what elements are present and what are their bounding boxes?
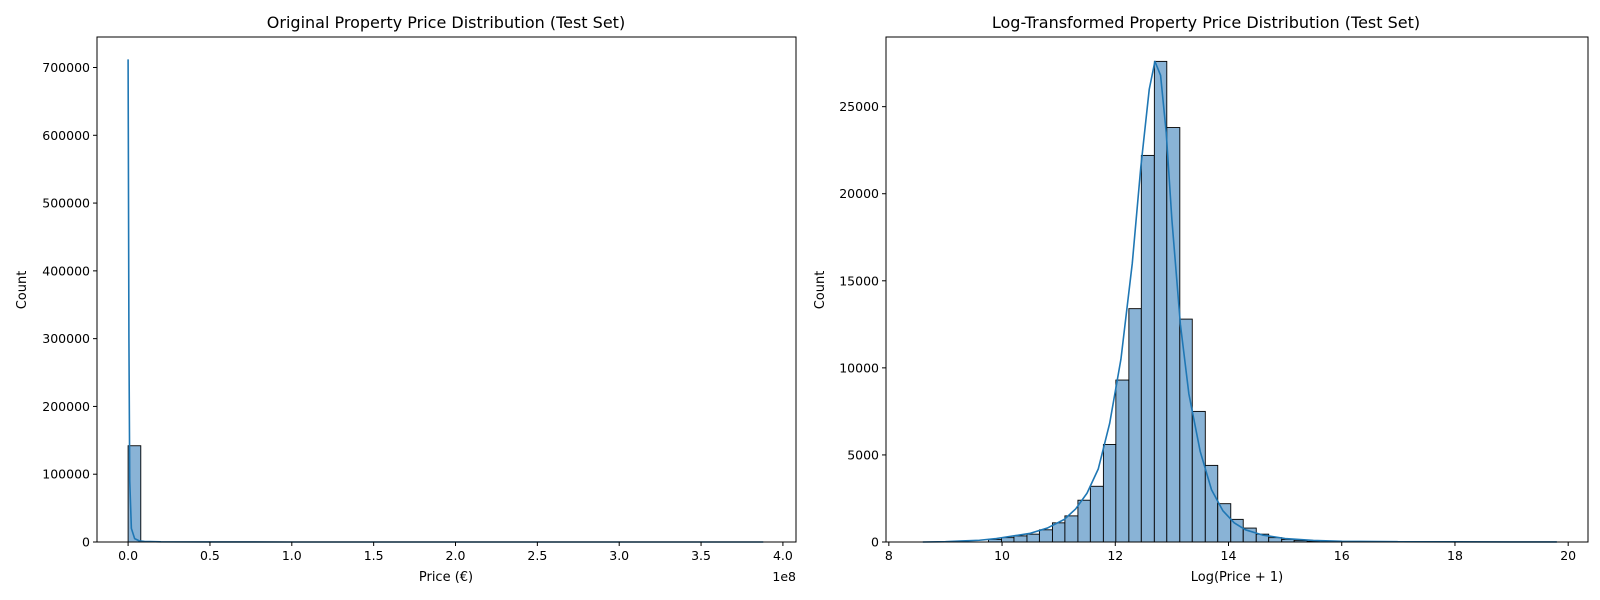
histogram-bar-7 xyxy=(1077,499,1091,543)
x-tick-label: 8 xyxy=(885,548,893,563)
histogram-bar-1 xyxy=(1001,537,1015,543)
y-tick-label: 100000 xyxy=(42,467,90,482)
y-tick-label: 10000 xyxy=(839,360,879,375)
x-tick-label: 10 xyxy=(994,548,1010,563)
x-tick-label: 16 xyxy=(1334,548,1350,563)
chart-log-price: Log-Transformed Property Price Distribut… xyxy=(813,13,1589,585)
histogram-bar-19 xyxy=(1230,518,1244,543)
histogram-bar-5 xyxy=(1051,522,1066,543)
x-tick-label: 2.5 xyxy=(527,548,547,563)
histogram-bar-3 xyxy=(1026,533,1040,543)
y-tick-label: 700000 xyxy=(42,60,90,75)
x-tick-label: 18 xyxy=(1447,548,1463,563)
y-tick-label: 25000 xyxy=(839,99,879,114)
plot-area xyxy=(922,60,1557,543)
axes-frame xyxy=(96,36,797,543)
y-axis-ticks: 0 5000 10000 15000 20000 25000 xyxy=(839,99,886,550)
histogram-bar-11 xyxy=(1128,308,1142,543)
histogram-bar-2 xyxy=(1013,535,1028,543)
x-tick-label: 14 xyxy=(1221,548,1237,563)
x-tick-label: 0.0 xyxy=(118,548,138,563)
histogram-bar-12 xyxy=(1140,154,1155,543)
y-tick-label: 300000 xyxy=(42,331,90,346)
plot-area xyxy=(127,59,764,543)
x-axis-label: Price (€) xyxy=(419,570,473,585)
x-tick-label: 3.5 xyxy=(691,548,711,563)
y-tick-label: 400000 xyxy=(42,263,90,278)
histogram-bar-16 xyxy=(1191,410,1206,543)
chart-title: Log-Transformed Property Price Distribut… xyxy=(992,13,1420,32)
chart-original-price: Original Property Price Distribution (Te… xyxy=(15,13,797,585)
histogram-bar-18 xyxy=(1217,503,1232,543)
x-axis-ticks: 8 10 12 14 16 18 20 xyxy=(885,542,1576,563)
chart-title: Original Property Price Distribution (Te… xyxy=(267,13,625,32)
y-tick-label: 20000 xyxy=(839,186,879,201)
y-tick-label: 600000 xyxy=(42,128,90,143)
kde-curve xyxy=(922,60,1557,543)
y-tick-label: 200000 xyxy=(42,399,90,414)
y-tick-label: 15000 xyxy=(839,273,879,288)
y-tick-label: 0 xyxy=(82,535,90,550)
y-tick-label: 500000 xyxy=(42,196,90,211)
y-tick-label: 5000 xyxy=(847,447,879,462)
histogram-bar-10 xyxy=(1115,379,1130,543)
y-axis-label: Count xyxy=(813,271,828,310)
histogram-bar-14 xyxy=(1166,127,1181,543)
x-tick-label: 2.0 xyxy=(446,548,466,563)
x-tick-label: 20 xyxy=(1560,548,1576,563)
histogram-bar-4 xyxy=(1038,529,1053,543)
histogram-bar-8 xyxy=(1089,485,1104,543)
x-axis-offset-label: 1e8 xyxy=(772,569,796,584)
x-tick-label: 1.5 xyxy=(364,548,384,563)
kde-curve xyxy=(127,59,764,543)
x-tick-label: 4.0 xyxy=(773,548,793,563)
histogram-bar-6 xyxy=(1064,515,1079,543)
y-tick-label: 0 xyxy=(871,535,879,550)
histogram-bar-13 xyxy=(1153,60,1168,543)
y-axis-label: Count xyxy=(15,271,30,310)
x-tick-label: 0.5 xyxy=(200,548,220,563)
histogram-bar-9 xyxy=(1102,444,1117,543)
x-tick-label: 3.0 xyxy=(609,548,629,563)
axes-frame xyxy=(885,36,1589,543)
x-axis-label: Log(Price + 1) xyxy=(1191,570,1284,585)
x-tick-label: 1.0 xyxy=(282,548,302,563)
histogram-bar-15 xyxy=(1179,318,1193,543)
x-tick-label: 12 xyxy=(1107,548,1123,563)
x-axis-ticks: 0.0 0.5 1.0 1.5 2.0 2.5 3.0 3.5 4.0 xyxy=(118,542,793,563)
y-axis-ticks: 0 100000 200000 300000 400000 500000 600000 700… xyxy=(42,60,97,550)
